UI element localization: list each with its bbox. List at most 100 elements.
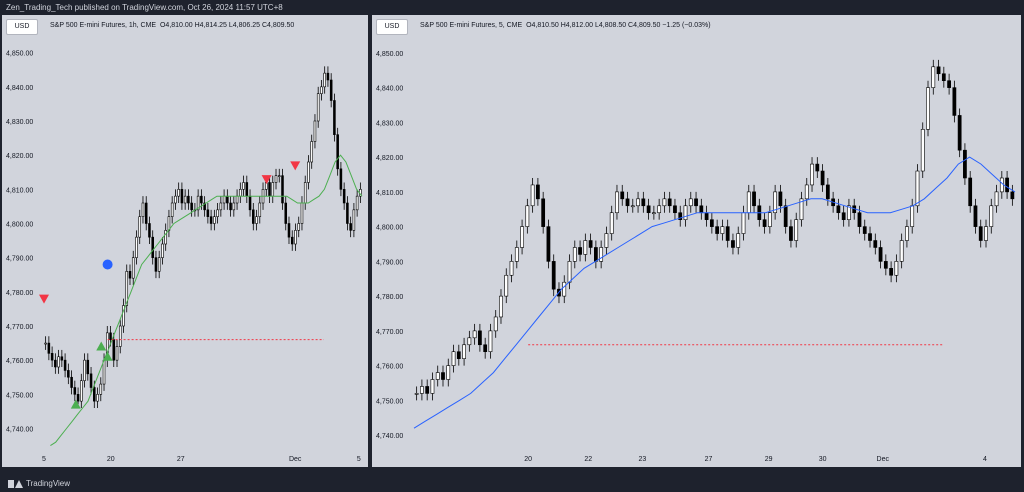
candle-body [920, 129, 925, 172]
candle-body [467, 337, 472, 346]
candle-body [138, 216, 141, 238]
candle-body [825, 184, 830, 200]
candle-body [625, 198, 630, 207]
candle-body [478, 330, 482, 346]
currency-button[interactable]: USD [376, 19, 408, 35]
chart-1h-svg[interactable]: 4,850.00 4,840.00 4,830.00 4,820.00 4,810.00… [2, 15, 368, 467]
bull-signal-icon [96, 341, 107, 351]
chart-5m-svg[interactable]: 4,850.00 4,840.00 4,830.00 4,820.00 4,810.00… [372, 15, 1021, 467]
candle-body [80, 380, 83, 402]
candle-body [472, 330, 477, 339]
candle-body [836, 205, 841, 214]
moving-average-green [50, 154, 363, 447]
candle-body [252, 209, 255, 224]
currency-button[interactable]: USD [6, 19, 38, 35]
candle-body [203, 202, 206, 211]
candle-body [868, 233, 872, 241]
candle-body [525, 205, 530, 227]
candle-body [248, 195, 252, 211]
candle-body [435, 372, 440, 380]
candle-body [562, 281, 567, 297]
ohlc-readout: O4,810.50 H4,812.00 L4,808.50 C4,809.50 … [526, 22, 711, 29]
candle-body [86, 359, 90, 375]
candle-body [551, 261, 556, 290]
candle-body [499, 295, 503, 318]
candle-body [541, 198, 546, 227]
candle-body [609, 212, 614, 234]
candle-body [725, 226, 730, 241]
candle-body [232, 202, 236, 211]
x-tick-label: 20 [524, 456, 532, 463]
bull-signal-icon [70, 399, 81, 409]
candle-body [310, 141, 313, 163]
candle-body [313, 120, 317, 142]
candle-body [414, 393, 419, 395]
candle-body [174, 195, 177, 204]
candle-body [274, 175, 278, 183]
candle-body [899, 240, 904, 262]
candle-body [488, 330, 493, 353]
candle-body [536, 184, 540, 200]
candle-body [287, 223, 291, 238]
candle-body [177, 189, 180, 197]
candle-body [815, 163, 820, 172]
candle-body [73, 387, 77, 395]
x-tick-label: 23 [638, 456, 646, 463]
candle-body [115, 346, 119, 361]
bear-signal-icon [290, 161, 301, 171]
chart-panel-5m[interactable]: 4,850.00 4,840.00 4,830.00 4,820.00 4,810.00… [372, 15, 1021, 467]
y-tick-label: 4,770.00 [376, 329, 403, 336]
candle-body [323, 72, 326, 88]
candle-body [303, 182, 307, 204]
symbol-label: S&P 500 E-mini Futures, 5, CME [420, 22, 523, 29]
candle-body [520, 226, 524, 248]
y-tick-label: 4,840.00 [6, 85, 33, 92]
candle-body [342, 189, 346, 204]
candle-body [794, 219, 799, 241]
candle-body [636, 198, 640, 207]
candle-body [620, 191, 625, 200]
y-tick-label: 4,780.00 [6, 290, 33, 297]
candle-body [446, 365, 451, 380]
candle-body [752, 191, 756, 207]
candle-body [125, 271, 129, 306]
candle-body [271, 182, 275, 197]
candle-body [118, 325, 122, 347]
candle-body [910, 205, 915, 227]
candle-body [688, 198, 693, 207]
x-tick-label: 22 [584, 456, 592, 463]
y-tick-label: 4,770.00 [6, 324, 33, 331]
candle-body [915, 170, 920, 207]
candle-body [151, 236, 154, 258]
y-tick-label: 4,810.00 [376, 190, 403, 197]
candle-body [281, 175, 284, 204]
y-tick-label: 4,750.00 [6, 392, 33, 399]
candle-body [164, 230, 167, 245]
candle-body [894, 261, 899, 276]
candle-body [216, 209, 219, 217]
candle-body [67, 370, 70, 378]
y-tick-label: 4,790.00 [6, 256, 33, 263]
candle-body [297, 223, 300, 231]
chart-panel-1h[interactable]: 4,850.00 4,840.00 4,830.00 4,820.00 4,810.00… [2, 15, 368, 467]
candle-body [190, 202, 193, 211]
candle-body [820, 170, 825, 186]
x-tick-label: Dec [289, 456, 302, 463]
candle-body [883, 261, 888, 269]
candle-body [290, 236, 294, 245]
candle-body [857, 212, 862, 227]
candle-body [878, 247, 883, 262]
candle-body [60, 356, 64, 361]
candle-body [47, 342, 51, 354]
candle-body [200, 195, 203, 204]
candle-body [889, 268, 893, 276]
candle-body [141, 202, 145, 217]
x-tick-label: 5 [42, 456, 46, 463]
candle-body [572, 247, 577, 262]
candle-body [157, 257, 161, 272]
entry-dot-icon [102, 259, 113, 270]
y-tick-label: 4,780.00 [376, 294, 403, 301]
candle-body [657, 205, 662, 214]
symbol-info: S&P 500 E-mini Futures, 5, CME O4,810.50… [420, 22, 711, 29]
candle-body [699, 205, 704, 214]
